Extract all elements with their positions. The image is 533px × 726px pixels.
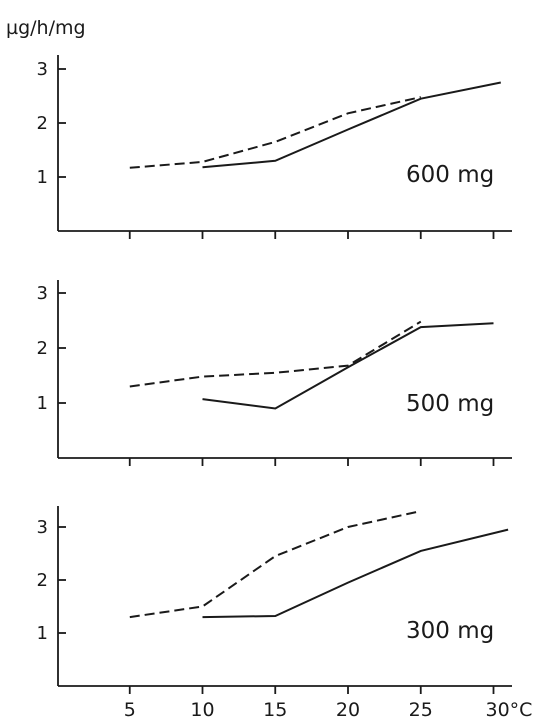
panel-2: 1 2 3 500 mg <box>37 280 512 466</box>
x-tick-label: 25 <box>409 699 433 721</box>
chart-panels: 1 2 3 600 mg 1 2 3 500 mg 1 2 3 300 mg <box>37 55 512 694</box>
x-tick-label: 20 <box>336 699 360 721</box>
panel-1: 1 2 3 600 mg <box>37 55 512 239</box>
x-tick-label: 10 <box>190 699 214 721</box>
y-unit-label: µg/h/mg <box>6 17 86 39</box>
y-tick-label: 3 <box>37 283 48 304</box>
y-tick-label: 1 <box>37 393 48 414</box>
y-tick-label: 3 <box>37 517 48 538</box>
dashed-series-line <box>129 510 422 619</box>
panel-label: 500 mg <box>406 391 494 417</box>
y-tick-label: 2 <box>37 338 48 359</box>
solid-series-line <box>202 322 494 410</box>
solid-series-line <box>202 81 501 169</box>
dashed-series-line <box>129 96 422 169</box>
y-tick-label: 1 <box>37 167 48 188</box>
y-tick-label: 2 <box>37 570 48 591</box>
x-axis-tick-labels: 5 10 15 20 25 30°C <box>124 699 533 721</box>
panel-label: 600 mg <box>406 162 494 188</box>
y-tick-label: 1 <box>37 623 48 644</box>
y-tick-label: 2 <box>37 113 48 134</box>
panel-label: 300 mg <box>406 618 494 644</box>
x-tick-label: 5 <box>124 699 136 721</box>
x-tick-label: 30°C <box>486 699 533 721</box>
solid-series-line <box>202 528 509 619</box>
y-tick-label: 3 <box>37 59 48 80</box>
panel-3: 1 2 3 300 mg <box>37 506 512 694</box>
dashed-series-line <box>129 320 422 388</box>
x-tick-label: 15 <box>263 699 287 721</box>
